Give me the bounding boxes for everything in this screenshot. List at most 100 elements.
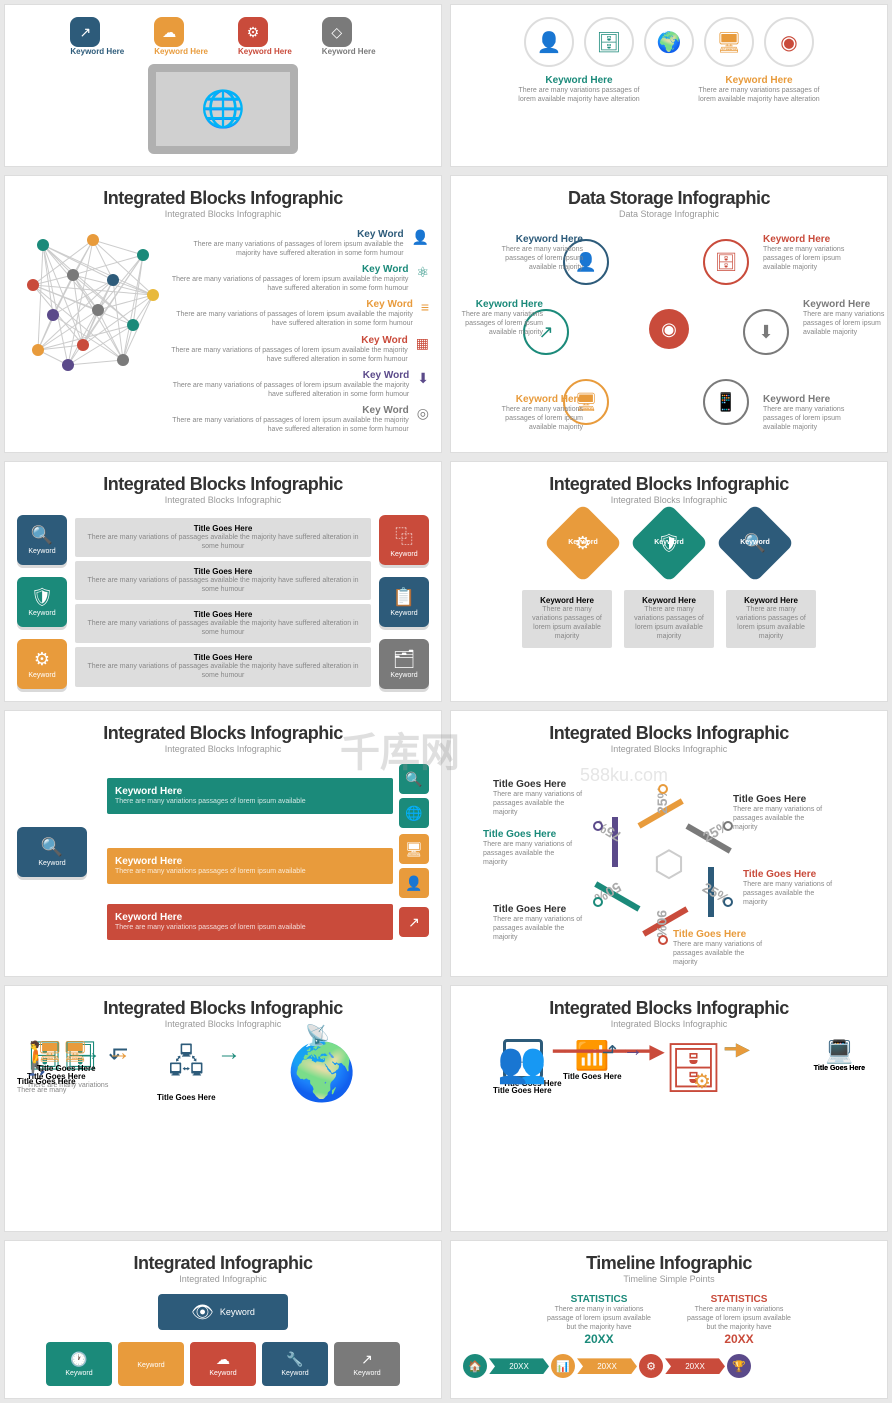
text-box: Title Goes HereThere are many variations… bbox=[75, 647, 371, 686]
hex-label: Title Goes HereThere are many variations… bbox=[673, 929, 763, 967]
network-dot bbox=[32, 344, 44, 356]
arrow-icon: → bbox=[107, 1039, 131, 1067]
keyword-icon: ☁ bbox=[154, 17, 184, 47]
network-dot bbox=[107, 274, 119, 286]
card-r3a: Integrated Blocks Infographic Integrated… bbox=[4, 461, 442, 702]
list-item: Key WordThere are many variations of pas… bbox=[169, 335, 429, 364]
list-icon: ◎ bbox=[417, 405, 429, 422]
keyword-block: ☁Keyword bbox=[190, 1342, 256, 1386]
laptop-icon: 🌐 bbox=[148, 64, 298, 154]
arrow-icon: → bbox=[217, 1039, 241, 1067]
card-r5a: Integrated Blocks Infographic Integrated… bbox=[4, 985, 442, 1232]
hex-label: Title Goes HereThere are many variations… bbox=[483, 829, 573, 867]
timeline-node: 📊 bbox=[551, 1354, 575, 1378]
list-item: Key WordThere are many variations of pas… bbox=[169, 370, 429, 399]
block-right: 📋Keyword bbox=[379, 577, 429, 627]
title: Integrated Blocks Infographic bbox=[17, 188, 429, 209]
network-dot bbox=[77, 339, 89, 351]
diamond-block: ⚙Keyword bbox=[555, 515, 611, 578]
list-item: Key WordThere are many variations of pas… bbox=[169, 405, 429, 434]
keyword-block: 🔧Keyword bbox=[262, 1342, 328, 1386]
list-icon: ⚛ bbox=[416, 264, 429, 281]
node-label: Keyword HereThere are many variations pa… bbox=[450, 299, 543, 337]
hex-label: Title Goes HereThere are many variations… bbox=[743, 869, 833, 907]
stat-block: STATISTICSThere are many in variations p… bbox=[684, 1294, 794, 1346]
network-graph bbox=[17, 229, 157, 369]
list-icon: ▦ bbox=[416, 335, 429, 352]
text-box: Title Goes HereThere are many variations… bbox=[75, 518, 371, 557]
timeline-arrow: 20XX bbox=[577, 1358, 637, 1374]
circle-icon: 🖥 bbox=[704, 17, 754, 67]
hex-dot bbox=[593, 821, 603, 831]
block-right: 🗂Keyword bbox=[379, 639, 429, 689]
hex-dot bbox=[593, 897, 603, 907]
text-box: Keyword HereThere are many variations pa… bbox=[726, 590, 816, 647]
bar-icon: 🖥 bbox=[399, 834, 429, 864]
timeline-node: ⚙ bbox=[639, 1354, 663, 1378]
hex-dot bbox=[658, 784, 668, 794]
info-bar: Keyword HereThere are many variations pa… bbox=[107, 764, 429, 828]
keyword-icon: ◇ bbox=[322, 17, 352, 47]
block-left: ⚙Keyword bbox=[17, 639, 67, 689]
timeline-arrow: 20XX bbox=[489, 1358, 549, 1374]
block-left: 🛡Keyword bbox=[17, 577, 67, 627]
keyword-block: ↗Keyword bbox=[334, 1342, 400, 1386]
timeline-node: 🏠 bbox=[463, 1354, 487, 1378]
list-item: Key WordThere are many variations of pas… bbox=[169, 229, 429, 258]
node-label: Keyword HereThere are many variations pa… bbox=[763, 394, 863, 432]
block-left: 🔍Keyword bbox=[17, 515, 67, 565]
keyword-item: ☁Keyword Here bbox=[154, 17, 208, 56]
network-dot bbox=[27, 279, 39, 291]
list-icon: 👤 bbox=[412, 229, 429, 246]
network-dot bbox=[62, 359, 74, 371]
hex-label: Title Goes HereThere are many variations… bbox=[733, 794, 823, 832]
storage-node: ⬇ bbox=[743, 309, 789, 355]
network-dot bbox=[37, 239, 49, 251]
network-dot bbox=[137, 249, 149, 261]
circle-icon: ◉ bbox=[764, 17, 814, 67]
hex-label: Title Goes HereThere are many variations… bbox=[493, 779, 583, 817]
keyword-item: ◇Keyword Here bbox=[322, 17, 376, 56]
network-dot bbox=[87, 234, 99, 246]
network-dot bbox=[147, 289, 159, 301]
text-box: Keyword HereThere are many variations pa… bbox=[522, 590, 612, 647]
info-bar: Keyword HereThere are many variations pa… bbox=[107, 904, 429, 940]
keyword-item: ↗Keyword Here bbox=[70, 17, 124, 56]
text-box: Title Goes HereThere are many variations… bbox=[75, 561, 371, 600]
hex-center-icon: ⬡ bbox=[653, 843, 684, 885]
card-r4b: Integrated Blocks Infographic Integrated… bbox=[450, 710, 888, 977]
subtitle: Integrated Blocks Infographic bbox=[17, 209, 429, 219]
list-item: Key WordThere are many variations of pas… bbox=[169, 264, 429, 293]
hex-label: Title Goes HereThere are many variations… bbox=[493, 904, 583, 942]
block-right: ⿻Keyword bbox=[379, 515, 429, 565]
timeline-arrow: 20XX bbox=[665, 1358, 725, 1374]
list-icon: ⬇ bbox=[417, 370, 429, 387]
circle-icon: 🗄 bbox=[584, 17, 634, 67]
bar-icon: 🌐 bbox=[399, 798, 429, 828]
text-box: Keyword HereThere are many variations pa… bbox=[624, 590, 714, 647]
keyword-text: Keyword HereThere are many variations pa… bbox=[689, 75, 829, 104]
keyword-icon: ↗ bbox=[70, 17, 100, 47]
diamond-block: 🔍Keyword bbox=[727, 515, 783, 578]
keyword-block: Keyword bbox=[118, 1342, 184, 1386]
stat-block: STATISTICSThere are many in variations p… bbox=[544, 1294, 654, 1346]
card-r6a: Integrated Infographic Integrated Infogr… bbox=[4, 1240, 442, 1399]
node-label: Keyword HereThere are many variations pa… bbox=[483, 394, 583, 432]
card-r2a: Integrated Blocks Infographic Integrated… bbox=[4, 175, 442, 453]
card-r1a: ↗Keyword Here☁Keyword Here⚙Keyword Here◇… bbox=[4, 4, 442, 167]
pct-label: 90% bbox=[654, 910, 670, 938]
keyword-text: Keyword HereThere are many variations pa… bbox=[509, 75, 649, 104]
keyword-icon: ⚙ bbox=[238, 17, 268, 47]
network-dot bbox=[47, 309, 59, 321]
arrow-icon: ↳ bbox=[600, 1042, 621, 1057]
network-dot bbox=[117, 354, 129, 366]
center-node: ◉ bbox=[649, 309, 689, 349]
arrow-icon: → bbox=[623, 1039, 643, 1062]
list-item: Key WordThere are many variations of pas… bbox=[169, 299, 429, 328]
hex-dot bbox=[658, 935, 668, 945]
card-r1b: 👤🗄🌍🖥◉ Keyword HereThere are many variati… bbox=[450, 4, 888, 167]
network-dot bbox=[127, 319, 139, 331]
bar-icon: 🔍 bbox=[399, 764, 429, 794]
network-icon: 🖧Title Goes Here bbox=[157, 1039, 216, 1102]
main-block: 🔍Keyword bbox=[17, 827, 87, 877]
